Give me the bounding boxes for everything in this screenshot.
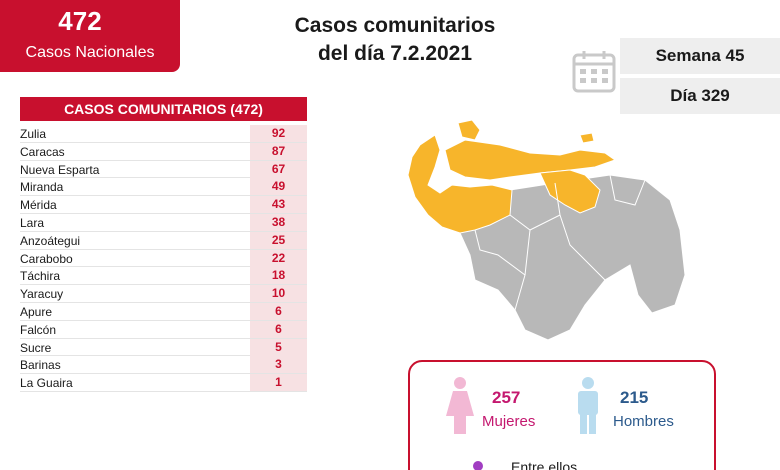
table-row: Apure 6 [20, 302, 307, 321]
state-name: Zulia [20, 127, 47, 141]
among-them-label: Entre ellos [511, 459, 578, 470]
calendar-icon [572, 51, 616, 93]
gender-box: 257 Mujeres 215 Hombres Entre ellos [408, 360, 716, 470]
state-name: Miranda [20, 180, 64, 195]
title-line-2: del día 7.2.2021 [317, 42, 473, 65]
table-header: CASOS COMUNITARIOS (472) [20, 97, 307, 121]
state-cases: 18 [250, 267, 307, 285]
state-cases: 92 [250, 125, 307, 142]
table-row: La Guaira 1 [20, 374, 307, 392]
page-title: Casos comunitarios del día 7.2.2021 [250, 12, 540, 68]
state-cases: 3 [250, 356, 307, 374]
table-row: Caracas 87 [20, 142, 307, 161]
state-name: Yaracuy [20, 287, 64, 302]
map-region-west [407, 134, 513, 234]
table-row: Anzoátegui 25 [20, 231, 307, 250]
national-cases-box: 472 Casos Nacionales [0, 0, 180, 72]
table-row: Carabobo 22 [20, 249, 307, 268]
map-region-south [459, 174, 686, 341]
table-row: Falcón 6 [20, 320, 307, 339]
map-region-north [444, 139, 617, 181]
state-cases: 1 [250, 374, 307, 392]
state-cases: 6 [250, 302, 307, 320]
male-label: Hombres [613, 413, 674, 430]
male-count: 215 [620, 388, 649, 407]
state-cases: 49 [250, 178, 307, 196]
bullet-dot [473, 461, 483, 470]
week-box: Semana 45 [620, 38, 780, 74]
state-cases: 25 [250, 231, 307, 249]
venezuela-map [407, 119, 686, 341]
table-row: Yaracuy 10 [20, 285, 307, 303]
state-cases: 43 [250, 196, 307, 214]
state-cases: 22 [250, 249, 307, 267]
map-region-east [539, 169, 601, 214]
state-cases: 10 [250, 285, 307, 303]
female-icon [446, 377, 474, 434]
national-cases-label: Casos Nacionales [25, 44, 155, 61]
state-name: Falcón [20, 322, 57, 337]
male-icon [578, 377, 598, 434]
map-region-island [579, 132, 595, 144]
table-row: Miranda 49 [20, 178, 307, 197]
state-name: Táchira [20, 269, 61, 284]
state-name: Carabobo [20, 251, 73, 266]
state-name: Caracas [20, 144, 65, 159]
state-name: Mérida [20, 198, 57, 213]
state-name: La Guaira [20, 376, 73, 391]
table-row: Nueva Esparta 67 [20, 160, 307, 179]
table-row: Barinas 3 [20, 356, 307, 375]
national-cases-count: 472 [58, 6, 102, 36]
state-name: Barinas [20, 358, 61, 373]
state-name: Sucre [20, 340, 52, 355]
table-row: Lara 38 [20, 213, 307, 232]
state-name: Anzoátegui [20, 233, 81, 248]
state-cases: 6 [250, 320, 307, 338]
state-name: Nueva Esparta [20, 162, 100, 177]
table-row: Sucre 5 [20, 338, 307, 357]
state-cases: 67 [250, 160, 307, 178]
table-row: Mérida 43 [20, 196, 307, 214]
map-region-falcon [457, 119, 481, 141]
table-row: Táchira 18 [20, 267, 307, 286]
state-cases: 87 [250, 142, 307, 160]
female-count: 257 [492, 388, 521, 407]
state-cases: 38 [250, 213, 307, 231]
day-box: Día 329 [620, 78, 780, 114]
table-row: Zulia 92 [20, 125, 307, 143]
female-label: Mujeres [482, 413, 536, 430]
state-cases: 5 [250, 338, 307, 356]
cases-table: Zulia 92 Caracas 87 Nueva Esparta 67 Miranda 49… [20, 125, 307, 392]
state-name: Lara [20, 215, 45, 230]
state-name: Apure [20, 304, 53, 319]
title-line-1: Casos comunitarios [294, 14, 496, 37]
